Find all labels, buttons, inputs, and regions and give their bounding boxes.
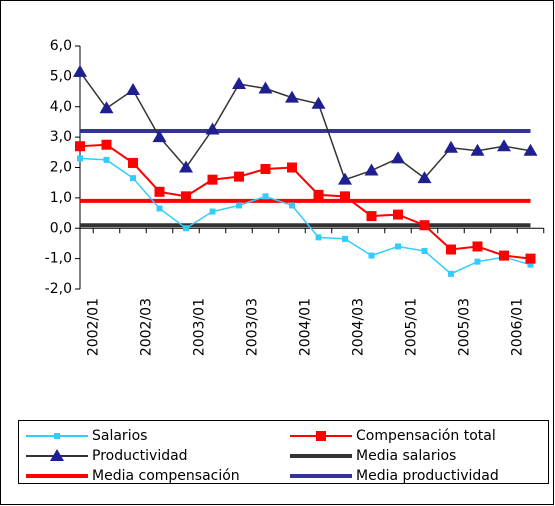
data-point [421, 248, 428, 255]
data-point [368, 252, 375, 259]
data-point [446, 244, 456, 255]
data-point [262, 193, 269, 200]
data-point [499, 250, 509, 261]
data-point [444, 140, 458, 153]
x-tick-label: 2002/03 [138, 298, 154, 356]
x-tick-label: 2004/01 [297, 298, 313, 356]
data-point [470, 143, 485, 156]
legend-box [18, 420, 549, 484]
data-point [183, 225, 189, 232]
data-point [448, 270, 454, 277]
data-point [393, 209, 403, 220]
data-point [258, 81, 273, 94]
data-point [391, 151, 405, 164]
data-point [497, 139, 511, 152]
legend-marker [50, 449, 64, 461]
x-tick-label: 2002/01 [85, 298, 101, 356]
legend-label: Compensación total [356, 428, 496, 444]
legend-label: Media productividad [356, 468, 499, 484]
data-point [73, 64, 87, 77]
data-point [474, 258, 481, 265]
data-point [75, 141, 85, 152]
legend-marker [316, 431, 326, 441]
data-point [313, 189, 324, 200]
data-point [366, 211, 377, 222]
data-point [523, 143, 538, 156]
data-point [128, 157, 138, 168]
data-point [154, 186, 165, 197]
x-tick-label: 2003/01 [191, 298, 207, 356]
data-point [103, 156, 110, 163]
data-point [315, 234, 322, 241]
data-point [130, 175, 136, 182]
data-point [417, 171, 432, 184]
data-point [287, 162, 297, 173]
data-point [395, 243, 401, 250]
legend-label: Media salarios [356, 448, 456, 464]
data-point [311, 96, 326, 109]
data-point [179, 160, 193, 173]
data-point [472, 241, 483, 252]
data-point [152, 130, 167, 143]
data-point [285, 90, 299, 103]
x-tick-label: 2004/03 [350, 298, 366, 356]
data-point [234, 171, 244, 182]
legend-marker [54, 433, 60, 439]
y-tick-label: -2,0 [45, 281, 72, 297]
legend-label: Productividad [92, 448, 188, 464]
data-point [364, 163, 379, 176]
data-point [209, 208, 216, 215]
y-tick-label: 6,0 [50, 38, 72, 54]
y-tick-label: 0,0 [50, 220, 72, 236]
series-line [79, 71, 531, 181]
data-point [207, 174, 218, 185]
data-point [77, 155, 83, 162]
data-point [340, 191, 350, 202]
data-point [232, 76, 246, 89]
data-point [236, 202, 242, 209]
data-point [205, 122, 220, 135]
y-tick-label: 5,0 [50, 68, 72, 84]
data-point [126, 83, 140, 96]
x-tick-label: 2006/01 [509, 298, 525, 356]
y-tick-label: 1,0 [50, 190, 72, 206]
data-point [260, 164, 271, 175]
data-point [527, 261, 534, 268]
data-point [525, 253, 536, 264]
data-point [156, 205, 163, 212]
y-tick-label: -1,0 [45, 251, 72, 267]
x-tick-label: 2003/03 [244, 298, 260, 356]
legend-label: Media compensación [92, 468, 240, 484]
y-tick-label: 4,0 [50, 99, 72, 115]
data-point [289, 202, 295, 209]
data-point [99, 101, 114, 114]
legend-label: Salarios [92, 428, 147, 444]
data-point [342, 235, 348, 242]
data-point [419, 220, 430, 231]
series-line [79, 157, 531, 275]
y-tick-label: 2,0 [50, 160, 72, 176]
data-point [101, 139, 112, 150]
y-tick-label: 3,0 [50, 129, 72, 145]
x-tick-label: 2005/01 [403, 298, 419, 356]
data-point [338, 172, 352, 185]
x-tick-label: 2005/03 [456, 298, 472, 356]
data-point [181, 191, 191, 202]
